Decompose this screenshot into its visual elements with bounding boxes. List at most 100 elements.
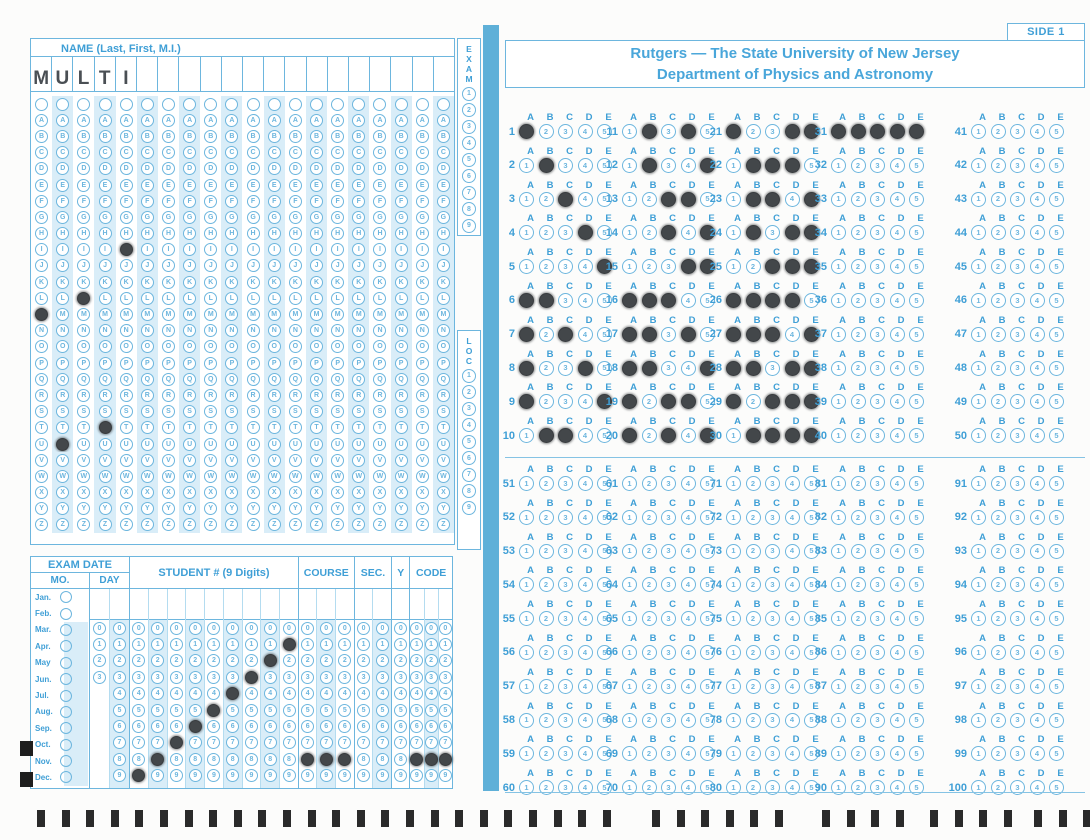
name-grid-bubble[interactable] [373, 97, 387, 111]
name-letter-box[interactable] [242, 57, 263, 91]
answer-bubble[interactable]: 3 [1010, 124, 1025, 139]
name-grid-bubble[interactable]: Y [373, 502, 387, 516]
name-grid-bubble[interactable]: U [352, 437, 366, 451]
code-digit-bubble[interactable]: 5 [438, 703, 452, 717]
answer-bubble[interactable]: 2 [641, 712, 657, 728]
exam-digit-bubble[interactable]: 4 [462, 136, 476, 150]
name-grid-bubble[interactable]: H [352, 227, 366, 241]
name-grid-bubble[interactable]: Q [352, 372, 366, 386]
answer-bubble[interactable]: 4 [680, 259, 696, 275]
answer-bubble[interactable]: 5 [700, 678, 715, 694]
answer-bubble[interactable]: 5 [597, 611, 612, 627]
answer-bubble[interactable]: 4 [577, 746, 593, 762]
name-grid-bubble[interactable]: Q [246, 372, 260, 386]
name-grid-bubble[interactable]: P [140, 356, 154, 370]
month-bubble[interactable] [60, 640, 72, 653]
day-digit-bubble[interactable]: 7 [113, 736, 126, 750]
answer-bubble[interactable]: 2 [990, 644, 1006, 660]
answer-bubble[interactable]: 1 [726, 476, 741, 491]
name-grid-bubble[interactable]: L [204, 291, 218, 305]
name-grid-bubble[interactable]: F [98, 194, 112, 208]
answer-bubble[interactable]: 3 [1010, 543, 1025, 559]
name-grid-bubble[interactable]: M [352, 308, 366, 322]
name-grid-bubble[interactable]: E [119, 178, 133, 192]
name-grid-bubble[interactable]: O [56, 340, 70, 354]
answer-bubble[interactable]: 2 [745, 225, 761, 241]
name-grid-bubble[interactable]: T [204, 421, 218, 435]
course-digit-bubble[interactable]: 1 [338, 638, 352, 652]
name-grid-bubble[interactable]: P [161, 356, 175, 370]
name-grid-bubble[interactable]: Q [77, 372, 91, 386]
student-digit-bubble[interactable]: 8 [226, 752, 240, 766]
name-grid-bubble[interactable]: R [140, 388, 154, 402]
answer-bubble[interactable]: 5 [909, 157, 924, 173]
day-digit-bubble[interactable]: 1 [93, 638, 106, 652]
student-digit-bubble[interactable]: 0 [226, 621, 240, 635]
name-grid-bubble[interactable]: V [77, 453, 91, 467]
name-grid-bubble[interactable]: U [35, 437, 49, 451]
name-grid-bubble[interactable]: K [310, 275, 324, 289]
name-grid-bubble[interactable]: T [288, 421, 302, 435]
answer-bubble[interactable]: 2 [538, 326, 554, 342]
name-grid-bubble[interactable]: U [436, 437, 450, 451]
name-grid-bubble[interactable]: B [183, 129, 197, 143]
name-grid-bubble[interactable]: X [331, 486, 345, 500]
name-grid-bubble[interactable]: S [352, 405, 366, 419]
code-digit-bubble[interactable]: 9 [438, 769, 452, 783]
name-grid-bubble[interactable]: Q [204, 372, 218, 386]
name-grid-bubble[interactable]: R [436, 388, 450, 402]
student-write-box[interactable] [242, 589, 261, 620]
answer-bubble[interactable]: 2 [850, 678, 866, 694]
code-digit-bubble[interactable]: 2 [410, 654, 424, 668]
name-letter-box[interactable]: I [114, 57, 136, 91]
name-grid-bubble[interactable]: W [288, 469, 302, 483]
name-grid-bubble[interactable]: C [35, 146, 49, 160]
exam-digit-bubble[interactable]: 9 [462, 218, 476, 233]
answer-bubble[interactable]: 1 [831, 191, 846, 207]
name-grid-bubble[interactable]: F [77, 194, 91, 208]
answer-bubble[interactable]: 4 [889, 394, 905, 410]
course-write-box[interactable] [298, 589, 317, 620]
student-write-box[interactable] [148, 589, 167, 620]
answer-bubble[interactable]: 5 [1049, 644, 1064, 660]
student-digit-bubble[interactable]: 6 [151, 720, 165, 734]
name-grid-bubble[interactable]: W [267, 469, 281, 483]
name-grid-bubble[interactable]: R [267, 388, 281, 402]
answer-bubble[interactable]: 3 [661, 611, 676, 627]
answer-bubble[interactable]: 1 [971, 678, 986, 694]
answer-bubble[interactable]: 1 [971, 644, 986, 660]
answer-bubble[interactable]: 3 [765, 326, 780, 342]
answer-bubble[interactable]: 3 [661, 712, 676, 728]
answer-bubble[interactable]: 1 [971, 191, 986, 207]
name-grid-bubble[interactable]: O [35, 340, 49, 354]
student-digit-bubble[interactable]: 7 [207, 736, 221, 750]
name-grid-bubble[interactable]: M [204, 308, 218, 322]
name-grid-bubble[interactable]: J [246, 259, 260, 273]
day-write-box[interactable] [90, 589, 109, 620]
answer-bubble[interactable]: 3 [558, 360, 573, 376]
answer-bubble[interactable]: 1 [971, 292, 986, 308]
name-grid-bubble[interactable]: I [77, 243, 91, 257]
student-digit-bubble[interactable]: 7 [282, 736, 296, 750]
answer-bubble[interactable]: 5 [597, 360, 612, 376]
answer-bubble[interactable]: 2 [745, 476, 761, 491]
course-digit-bubble[interactable]: 5 [319, 703, 333, 717]
student-digit-bubble[interactable]: 2 [151, 654, 165, 668]
name-grid-bubble[interactable]: H [246, 227, 260, 241]
name-letter-box[interactable]: M [31, 57, 51, 91]
answer-bubble[interactable]: 1 [971, 326, 986, 342]
answer-bubble[interactable]: 2 [990, 611, 1006, 627]
name-grid-bubble[interactable]: G [98, 210, 112, 224]
name-grid-bubble[interactable]: D [204, 162, 218, 176]
answer-bubble[interactable]: 3 [558, 577, 573, 593]
answer-bubble[interactable]: 4 [680, 678, 696, 694]
course-digit-bubble[interactable]: 9 [319, 769, 333, 783]
answer-bubble[interactable]: 4 [577, 360, 593, 376]
name-grid-bubble[interactable]: N [119, 324, 133, 338]
answer-bubble[interactable]: 2 [990, 225, 1006, 241]
student-digit-bubble[interactable]: 0 [244, 621, 258, 635]
name-grid-bubble[interactable]: X [183, 486, 197, 500]
name-grid-bubble[interactable]: Z [394, 518, 408, 532]
name-grid-bubble[interactable] [246, 97, 260, 111]
answer-bubble[interactable]: 3 [661, 124, 676, 139]
